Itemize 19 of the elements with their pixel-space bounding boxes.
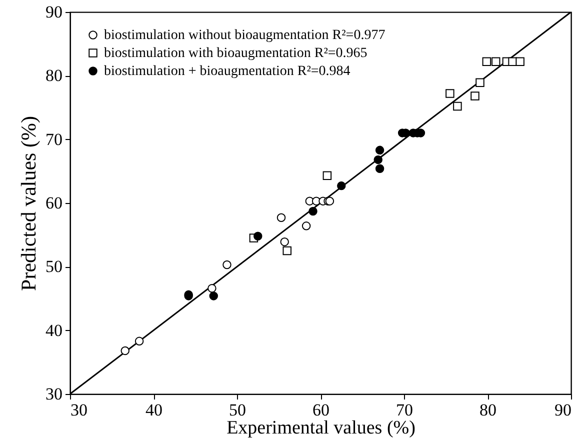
y-tick-label: 70 — [46, 130, 62, 149]
x-axis-title: Experimental values (%) — [226, 418, 416, 438]
y-tick-label: 90 — [46, 2, 62, 22]
x-tick-label: 30 — [70, 400, 88, 420]
y-tick-label: 60 — [46, 194, 62, 212]
y-tick-label: 50 — [46, 257, 62, 276]
x-tick-label: 70 — [396, 400, 413, 420]
x-tick-label: 50 — [229, 400, 246, 420]
legend-label: biostimulation without bioaugmentation R²=0.977 — [104, 28, 386, 43]
y-axis-title: Predicted values (%) — [16, 116, 40, 291]
legend-label: biostimulation + bioaugmentation R²=0.984 — [104, 64, 350, 79]
y-tick-label: 30 — [46, 384, 62, 404]
x-tick-label: 40 — [146, 400, 162, 420]
y-tick-label: 40 — [46, 320, 62, 340]
x-tick-label: 90 — [554, 400, 572, 420]
x-tick-label: 80 — [480, 400, 496, 420]
legend-label: biostimulation with bioaugmentation R²=0.965 — [104, 46, 368, 61]
y-tick-label: 80 — [46, 66, 62, 86]
x-tick-label: 60 — [312, 400, 330, 420]
